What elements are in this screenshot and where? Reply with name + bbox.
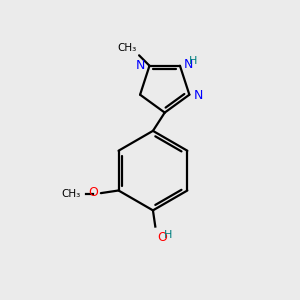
Text: O: O	[158, 231, 167, 244]
Text: H: H	[164, 230, 172, 240]
Text: N: N	[184, 58, 194, 71]
Text: N: N	[194, 89, 203, 102]
Text: N: N	[136, 58, 146, 72]
Text: H: H	[188, 56, 197, 66]
Text: CH₃: CH₃	[118, 43, 137, 53]
Text: CH₃: CH₃	[61, 189, 80, 199]
Text: O: O	[88, 186, 98, 199]
